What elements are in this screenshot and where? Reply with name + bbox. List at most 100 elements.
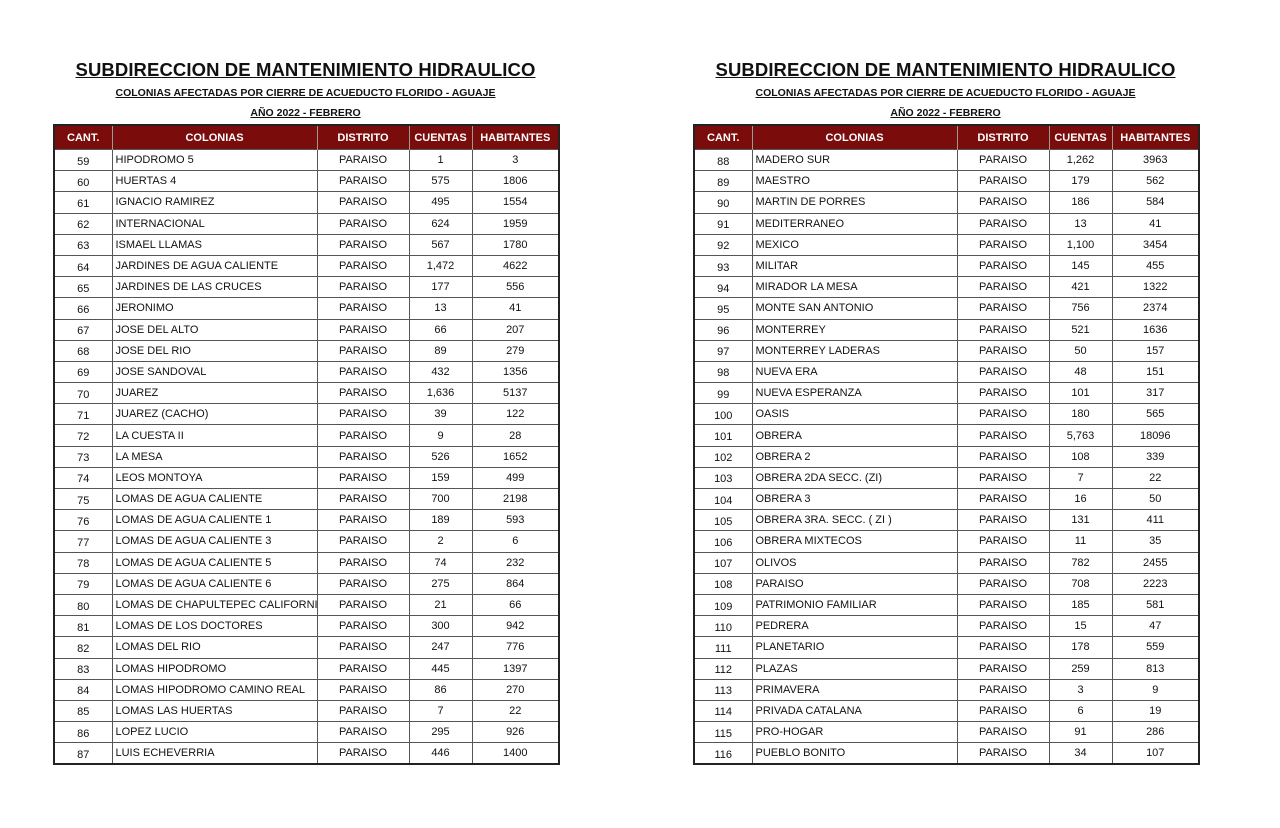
cell-cuentas: 708 xyxy=(1048,572,1113,595)
cell-habitantes: 499 xyxy=(471,466,560,490)
cell-cant: 92 xyxy=(693,233,753,256)
colonias-table: CANT. COLONIAS DISTRITO CUENTAS HABITANTES 88… xyxy=(693,124,1200,766)
cell-colonia: JARDINES DE AGUA CALIENTE xyxy=(111,254,318,278)
cell-cant: 99 xyxy=(693,382,753,405)
cell-cuentas: 131 xyxy=(1048,509,1113,532)
cell-colonia: PUEBLO BONITO xyxy=(751,742,958,765)
table-row: 69 JOSE SANDOVAL PARAISO 432 1356 xyxy=(53,360,560,384)
table-row: 82 LOMAS DEL RIO PARAISO 247 776 xyxy=(53,636,560,659)
table-row: 100 OASIS PARAISO 180 565 xyxy=(693,403,1200,426)
cell-distrito: PARAISO xyxy=(956,382,1050,405)
cell-habitantes: 559 xyxy=(1111,636,1200,659)
cell-cuentas: 275 xyxy=(408,572,473,595)
cell-habitantes: 556 xyxy=(471,276,560,299)
cell-cant: 85 xyxy=(53,699,113,723)
cell-colonia: LOMAS DE CHAPULTEPEC CALIFORNIA xyxy=(111,593,318,617)
cell-colonia: JUAREZ (CACHO) xyxy=(111,403,318,426)
table-row: 88 MADERO SUR PARAISO 1,262 3963 xyxy=(693,148,1200,172)
cell-colonia: IGNACIO RAMIREZ xyxy=(111,191,318,214)
cell-habitantes: 270 xyxy=(471,678,560,701)
cell-distrito: PARAISO xyxy=(316,742,410,765)
colonias-table: CANT. COLONIAS DISTRITO CUENTAS HABITANTES 59… xyxy=(53,124,560,766)
cell-colonia: LOMAS DE AGUA CALIENTE 3 xyxy=(111,530,318,553)
cell-cant: 80 xyxy=(53,593,113,617)
table-row: 77 LOMAS DE AGUA CALIENTE 3 PARAISO 2 6 xyxy=(53,530,560,553)
cell-habitantes: 2198 xyxy=(471,487,560,511)
cell-distrito: PARAISO xyxy=(956,170,1050,193)
table-row: 114 PRIVADA CATALANA PARAISO 6 19 xyxy=(693,699,1200,723)
column-header-habitantes: HABITANTES xyxy=(471,125,559,150)
cell-cuentas: 5,763 xyxy=(1048,424,1113,447)
cell-distrito: PARAISO xyxy=(316,318,410,341)
cell-colonia: MARTIN DE PORRES xyxy=(751,191,958,214)
cell-colonia: MILITAR xyxy=(751,254,958,278)
cell-colonia: MEDITERRANEO xyxy=(751,212,958,235)
cell-cuentas: 86 xyxy=(408,678,473,701)
cell-cant: 84 xyxy=(53,678,113,701)
table-row: 93 MILITAR PARAISO 145 455 xyxy=(693,254,1200,278)
table-row: 73 LA MESA PARAISO 526 1652 xyxy=(53,445,560,468)
cell-colonia: LOMAS DE AGUA CALIENTE 6 xyxy=(111,572,318,595)
cell-habitantes: 813 xyxy=(1111,657,1200,680)
column-header-cuentas: CUENTAS xyxy=(1048,125,1112,150)
table-row: 81 LOMAS DE LOS DOCTORES PARAISO 300 942 xyxy=(53,615,560,638)
cell-cuentas: 180 xyxy=(1048,403,1113,426)
cell-cuentas: 108 xyxy=(1048,445,1113,468)
cell-distrito: PARAISO xyxy=(956,191,1050,214)
cell-habitantes: 3 xyxy=(471,148,560,172)
cell-cant: 73 xyxy=(53,445,113,468)
cell-habitantes: 926 xyxy=(471,721,560,744)
table-row: 97 MONTERREY LADERAS PARAISO 50 157 xyxy=(693,339,1200,362)
table-row: 67 JOSE DEL ALTO PARAISO 66 207 xyxy=(53,318,560,341)
cell-colonia: PARAISO xyxy=(751,572,958,595)
cell-distrito: PARAISO xyxy=(956,276,1050,299)
cell-cant: 81 xyxy=(53,615,113,638)
cell-distrito: PARAISO xyxy=(316,170,410,193)
cell-distrito: PARAISO xyxy=(316,339,410,362)
cell-habitantes: 28 xyxy=(471,424,560,447)
cell-colonia: PLAZAS xyxy=(751,657,958,680)
cell-distrito: PARAISO xyxy=(316,551,410,574)
cell-cant: 83 xyxy=(53,657,113,680)
cell-cuentas: 91 xyxy=(1048,721,1113,744)
cell-colonia: PATRIMONIO FAMILIAR xyxy=(751,593,958,617)
cell-cuentas: 185 xyxy=(1048,593,1113,617)
cell-cant: 59 xyxy=(53,148,113,172)
cell-distrito: PARAISO xyxy=(316,382,410,405)
cell-cuentas: 6 xyxy=(1048,699,1113,723)
cell-cuentas: 445 xyxy=(408,657,473,680)
cell-cuentas: 575 xyxy=(408,170,473,193)
cell-distrito: PARAISO xyxy=(316,509,410,532)
table-row: 105 OBRERA 3RA. SECC. ( ZI ) PARAISO 131 411 xyxy=(693,509,1200,532)
cell-habitantes: 22 xyxy=(1111,466,1200,490)
cell-distrito: PARAISO xyxy=(316,678,410,701)
table-row: 103 OBRERA 2DA SECC. (ZI) PARAISO 7 22 xyxy=(693,466,1200,490)
table-row: 110 PEDRERA PARAISO 15 47 xyxy=(693,615,1200,638)
cell-habitantes: 1322 xyxy=(1111,276,1200,299)
cell-distrito: PARAISO xyxy=(316,636,410,659)
cell-cant: 100 xyxy=(693,403,753,426)
column-header-habitantes: HABITANTES xyxy=(1111,125,1199,150)
table-row: 107 OLIVOS PARAISO 782 2455 xyxy=(693,551,1200,574)
cell-distrito: PARAISO xyxy=(316,360,410,384)
cell-colonia: PRO-HOGAR xyxy=(751,721,958,744)
cell-cuentas: 21 xyxy=(408,593,473,617)
cell-cant: 68 xyxy=(53,339,113,362)
cell-distrito: PARAISO xyxy=(316,466,410,490)
cell-cuentas: 178 xyxy=(1048,636,1113,659)
cell-cuentas: 89 xyxy=(408,339,473,362)
table-header-row: CANT. COLONIAS DISTRITO CUENTAS HABITANTES xyxy=(693,125,1199,150)
cell-cuentas: 34 xyxy=(1048,742,1113,765)
column-header-distrito: DISTRITO xyxy=(956,125,1049,150)
cell-colonia: MONTERREY LADERAS xyxy=(751,339,958,362)
table-row: 98 NUEVA ERA PARAISO 48 151 xyxy=(693,360,1200,384)
cell-cuentas: 159 xyxy=(408,466,473,490)
cell-habitantes: 1400 xyxy=(471,742,560,765)
cell-distrito: PARAISO xyxy=(956,615,1050,638)
cell-habitantes: 593 xyxy=(471,509,560,532)
cell-cuentas: 259 xyxy=(1048,657,1113,680)
cell-distrito: PARAISO xyxy=(316,445,410,468)
cell-cuentas: 700 xyxy=(408,487,473,511)
cell-distrito: PARAISO xyxy=(956,636,1050,659)
cell-distrito: PARAISO xyxy=(316,572,410,595)
